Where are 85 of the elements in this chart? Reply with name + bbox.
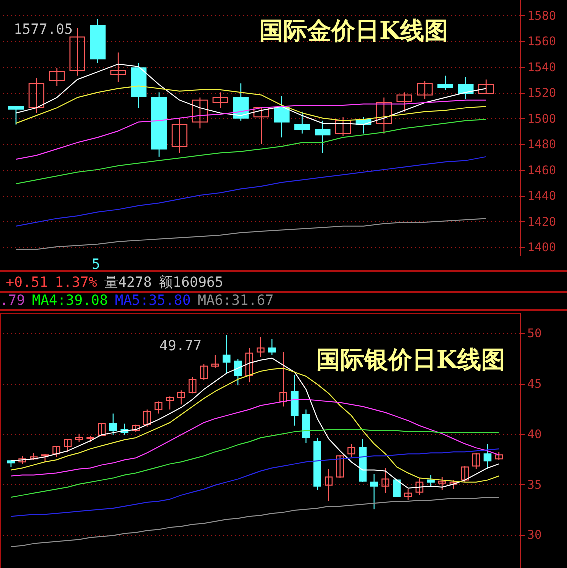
candlestick [246, 348, 254, 384]
candlestick [280, 352, 288, 408]
y-tick-label: 1500 [528, 112, 556, 126]
y-tick-label: 1420 [528, 214, 556, 229]
candlestick [212, 354, 220, 369]
y-tick-label: 1520 [528, 86, 556, 100]
y-tick-label: 1480 [528, 138, 556, 152]
candlestick [192, 97, 208, 130]
candlestick [484, 444, 492, 470]
candlestick [336, 454, 344, 479]
candlestick [188, 377, 197, 394]
line-series [16, 218, 487, 250]
candlestick [335, 116, 352, 137]
candlestick [64, 438, 72, 453]
candlestick [348, 444, 356, 458]
text: 量4278 [104, 275, 152, 291]
candlestick [254, 108, 270, 145]
candlestick [315, 120, 331, 154]
candlestick [52, 446, 61, 458]
candlestick [404, 488, 412, 501]
candlestick [450, 480, 458, 490]
candlestick [302, 409, 310, 444]
y-tick-label: 1400 [528, 240, 556, 254]
y-tick-label: 1460 [528, 163, 556, 178]
text: MA5:35.80 [115, 293, 192, 309]
line-series [16, 156, 487, 227]
candlestick [472, 452, 480, 470]
line-series [10, 496, 500, 548]
candlestick [478, 79, 494, 94]
text: MA4:39.08 [32, 293, 108, 309]
line-series [16, 119, 487, 184]
text: 5 [92, 257, 100, 273]
y-tick-label: 1440 [528, 189, 556, 204]
candlestick [396, 92, 412, 112]
candlestick [154, 401, 163, 414]
candlestick [427, 474, 435, 488]
candlestick [382, 468, 390, 494]
candlestick [166, 396, 174, 410]
annotation: 49.77 [160, 338, 202, 354]
line-series [10, 429, 500, 498]
candlestick [376, 97, 392, 134]
candlestick [98, 423, 106, 436]
candlestick [178, 390, 186, 406]
y-tick-label: 1560 [528, 34, 556, 49]
candlestick [233, 83, 249, 122]
candlestick [8, 106, 24, 126]
text: .79 [0, 293, 26, 309]
candlestick [28, 78, 45, 114]
candlestick [294, 111, 310, 134]
text: 额160965 [159, 275, 224, 291]
y-tick-label: 40 [528, 427, 542, 442]
text: 国际银价日K线图 [316, 345, 506, 374]
candlestick [222, 334, 231, 374]
text: +0.51 [6, 275, 48, 291]
candlestick [49, 68, 65, 87]
candlestick [200, 364, 208, 382]
candlestick [393, 478, 401, 498]
y-tick-label: 35 [528, 478, 542, 492]
candlestick [274, 96, 290, 138]
y-tick-label: 45 [528, 377, 542, 392]
annotation: 1577.05 [14, 22, 74, 38]
candlestick [234, 358, 242, 386]
candlestick [458, 76, 474, 100]
candlestick [370, 474, 378, 510]
candlestick [109, 413, 118, 436]
text: 1.37% [55, 275, 98, 291]
y-tick-label: 1580 [528, 8, 556, 23]
candlestick [256, 336, 265, 358]
candlestick [325, 468, 333, 502]
candlestick [416, 478, 424, 496]
candlestick [143, 409, 152, 428]
candlestick [438, 75, 454, 91]
candlestick [461, 466, 469, 483]
y-tick-label: 30 [528, 528, 542, 542]
text: 国际金价日K线图 [260, 16, 448, 45]
candlestick [268, 338, 276, 356]
y-tick-label: 1540 [528, 60, 556, 74]
y-tick-label: 50 [528, 326, 542, 341]
candlestick [212, 92, 229, 109]
candlestick [417, 80, 433, 100]
line-series [10, 448, 500, 518]
candlestick [172, 118, 188, 154]
text: MA6:31.67 [198, 293, 274, 309]
candlestick [110, 52, 126, 83]
candlestick [438, 476, 446, 491]
